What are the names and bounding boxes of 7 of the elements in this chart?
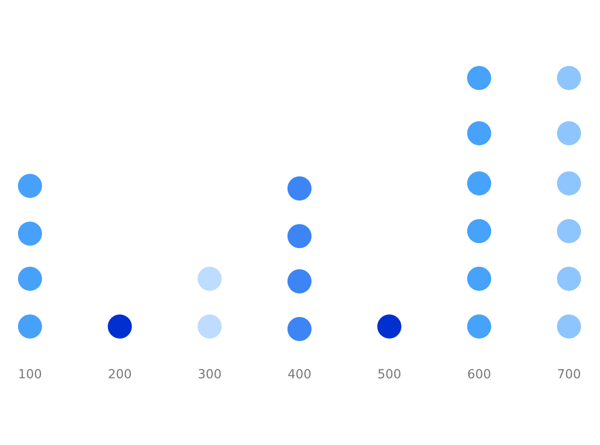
x-tick-label: 500 [378, 369, 400, 378]
x-tick-label: 200 [108, 369, 131, 378]
x-tick-label: 600 [468, 369, 490, 378]
x-tick-label: 300 [198, 369, 221, 378]
x-tick-label: 100 [19, 369, 42, 378]
x-tick-label: 700 [558, 369, 580, 378]
x-tick-label: 400 [288, 369, 311, 378]
